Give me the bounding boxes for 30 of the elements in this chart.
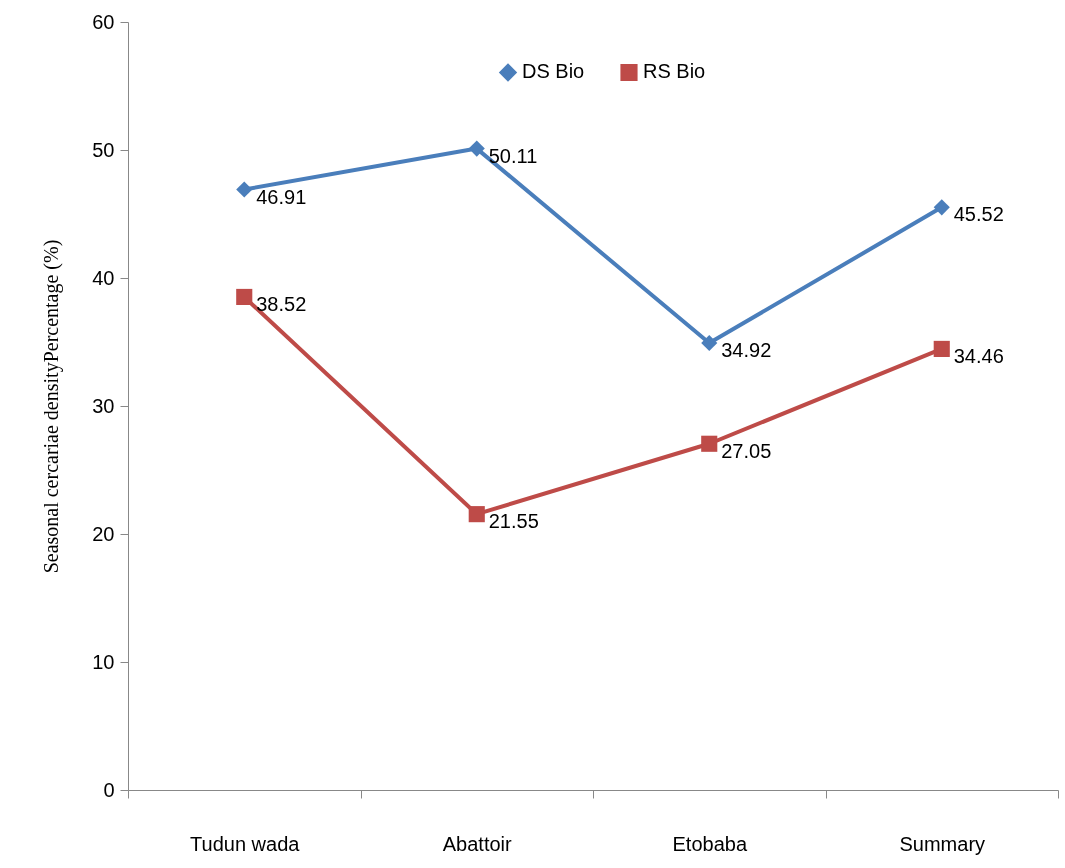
point [933,340,950,357]
x-tick-label: Abattoir [442,832,513,855]
data-label: 45.52 [953,203,1004,226]
point [468,140,485,157]
x-tick-label: Summary [899,832,986,855]
x-tick-label: Etobaba [672,832,748,855]
y-tick-label: 20 [92,522,115,545]
y-tick-label: 40 [92,266,115,289]
y-tick-label: 30 [92,394,115,417]
y-tick-label: 60 [92,10,115,33]
point [701,435,718,452]
point [701,334,718,352]
point [236,288,253,306]
legend-label: DS Bio [522,60,585,83]
y-tick-label: 0 [103,778,115,801]
data-label: 50.11 [488,144,538,167]
y-tick-label: 10 [92,650,115,673]
data-label: 46.91 [256,185,307,208]
x-tick-label: Tudun wada [190,832,301,855]
y-axis-title: Seasonal cercariae densityPercentage (%) [40,239,64,574]
legend-label: RS Bio [643,60,706,83]
data-label: 34.92 [721,339,772,362]
data-label: 27.05 [721,439,772,462]
point [468,506,485,523]
data-label: 34.46 [953,344,1004,367]
data-label: 38.52 [256,292,307,315]
y-tick-label: 50 [92,138,115,161]
point [933,199,950,216]
data-label: 21.55 [488,510,539,533]
point [236,181,253,198]
